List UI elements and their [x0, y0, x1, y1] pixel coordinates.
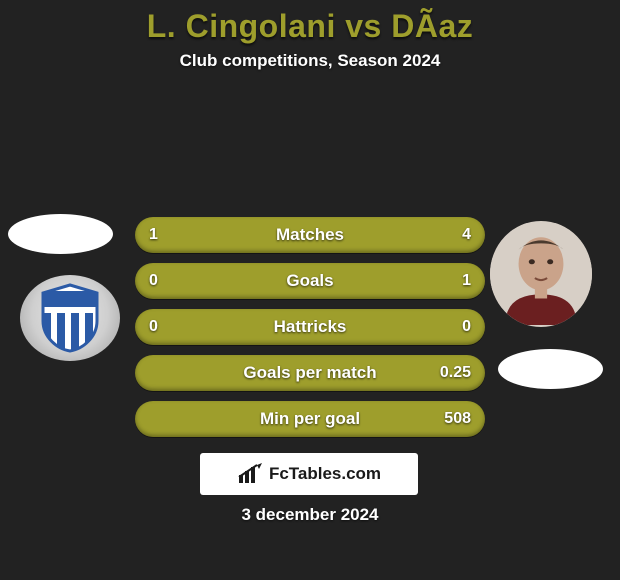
- stat-row: 0 0Hattricks: [135, 309, 485, 345]
- stat-label: Goals: [135, 263, 485, 299]
- stat-row: 0.25Goals per match: [135, 355, 485, 391]
- page-title: L. Cingolani vs DÃ­az: [0, 0, 620, 51]
- stat-value-right: 1: [462, 263, 471, 299]
- stat-row: 508Min per goal: [135, 401, 485, 437]
- stat-value-right: 508: [444, 401, 471, 437]
- player-right-photo: [490, 221, 592, 327]
- brand-box: FcTables.com: [200, 453, 418, 495]
- stat-value-right: 4: [462, 217, 471, 253]
- person-icon: [490, 221, 592, 327]
- stat-label: Matches: [135, 217, 485, 253]
- player-left-placeholder: [8, 214, 113, 254]
- stat-bars: 14Matches01Goals00Hattricks0.25Goals per…: [135, 217, 485, 447]
- stat-label: Min per goal: [135, 401, 485, 437]
- stat-value-right: 0.25: [440, 355, 471, 391]
- stat-value-left: 0: [149, 263, 158, 299]
- stat-label: Hattricks: [135, 309, 485, 345]
- shield-icon: [39, 283, 101, 353]
- stat-value-right: 0: [462, 309, 471, 345]
- brand-text: FcTables.com: [269, 464, 381, 484]
- stat-label: Goals per match: [135, 355, 485, 391]
- bar-chart-icon: [237, 463, 263, 485]
- page-subtitle: Club competitions, Season 2024: [0, 51, 620, 71]
- footer-date: 3 december 2024: [0, 505, 620, 525]
- stat-row: 1 4Matches: [135, 217, 485, 253]
- stat-value-left: 0: [149, 309, 158, 345]
- club-right-placeholder: [498, 349, 603, 389]
- club-badge-left: [20, 275, 120, 361]
- stat-row: 0 1Goals: [135, 263, 485, 299]
- stat-value-left: 1: [149, 217, 158, 253]
